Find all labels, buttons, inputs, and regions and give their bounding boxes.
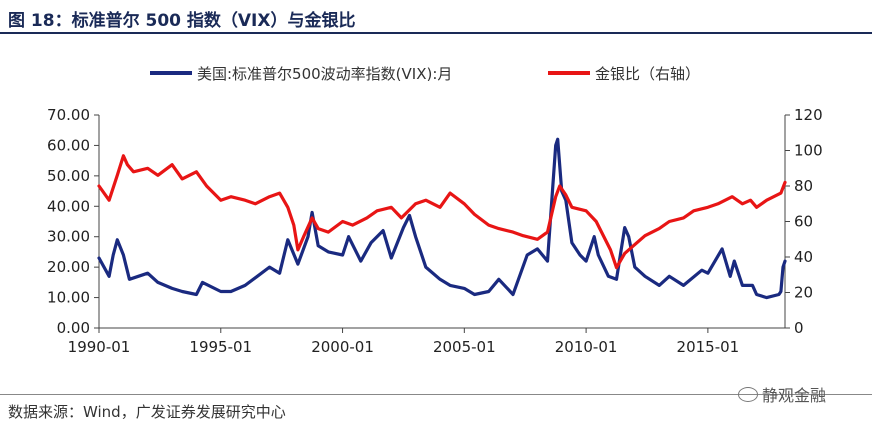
right-axis-tick-label: 20 <box>794 284 813 302</box>
x-axis-tick-label: 2010-01 <box>555 338 618 356</box>
title-rule <box>0 32 872 34</box>
series-line-vix <box>97 137 787 300</box>
legend-label-vix: 美国:标准普尔500波动率指数(VIX):月 <box>197 65 452 83</box>
axes: 0.00 10.00 20.00 30.00 40.00 50.00 60.00 70.00 0… <box>47 106 823 356</box>
left-axis-tick-label: 20.00 <box>47 258 90 276</box>
left-axis-tick-label: 60.00 <box>47 136 90 154</box>
left-axis-tick-label: 70.00 <box>47 106 90 124</box>
left-axis-tick-label: 40.00 <box>47 197 90 215</box>
left-axis-tick-label: 30.00 <box>47 228 90 246</box>
series-line-gold-silver <box>97 154 787 270</box>
right-axis-tick-label: 0 <box>794 319 804 337</box>
right-axis-tick-label: 80 <box>794 177 813 195</box>
right-axis-tick-label: 60 <box>794 213 813 231</box>
source-note: 数据来源：Wind，广发证券发展研究中心 <box>8 403 286 421</box>
legend-label-gold-silver: 金银比（右轴） <box>595 65 700 83</box>
footer-rule <box>0 394 872 395</box>
left-axis-tick-label: 10.00 <box>47 289 90 307</box>
x-axis-tick-label: 1990-01 <box>68 338 131 356</box>
x-axis-tick-label: 1995-01 <box>189 338 252 356</box>
watermark-text: 静观金融 <box>762 386 827 405</box>
x-axis-tick-label: 2015-01 <box>677 338 740 356</box>
x-axis-tick-label: 2000-01 <box>311 338 374 356</box>
right-axis-tick-label: 120 <box>794 106 823 124</box>
right-axis-tick-label: 40 <box>794 248 813 266</box>
wechat-icon <box>738 387 758 402</box>
legend: 美国:标准普尔500波动率指数(VIX):月 金银比（右轴） <box>150 65 700 83</box>
line-chart: 美国:标准普尔500波动率指数(VIX):月 金银比（右轴） 0.00 10.00… <box>47 65 823 356</box>
left-axis-tick-label: 50.00 <box>47 167 90 185</box>
chart-title-bar: 图 18：标准普尔 500 指数（VIX）与金银比 <box>0 0 872 34</box>
watermark: 静观金融 <box>738 382 826 406</box>
right-axis-tick-label: 100 <box>794 142 823 160</box>
series-layer <box>97 137 787 300</box>
x-axis-tick-label: 2005-01 <box>433 338 496 356</box>
page-title: 图 18：标准普尔 500 指数（VIX）与金银比 <box>8 11 356 31</box>
left-axis-tick-label: 0.00 <box>57 319 90 337</box>
